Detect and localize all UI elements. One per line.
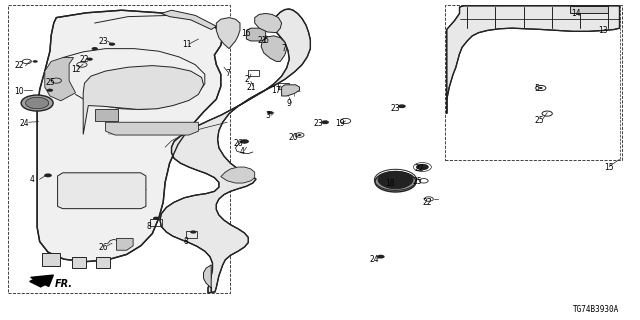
Text: 21: 21 bbox=[258, 36, 267, 45]
Text: 8: 8 bbox=[183, 237, 188, 246]
Text: 13: 13 bbox=[598, 26, 608, 35]
Bar bbox=[248, 70, 259, 76]
Polygon shape bbox=[160, 9, 310, 293]
Text: 4: 4 bbox=[29, 175, 35, 184]
Polygon shape bbox=[221, 167, 255, 183]
Circle shape bbox=[26, 97, 49, 109]
Text: 25: 25 bbox=[412, 177, 422, 186]
Polygon shape bbox=[58, 173, 146, 209]
Circle shape bbox=[375, 172, 416, 192]
Polygon shape bbox=[261, 36, 287, 61]
Circle shape bbox=[47, 89, 53, 92]
Bar bbox=[42, 253, 60, 266]
Text: 25: 25 bbox=[534, 116, 544, 124]
Text: 22: 22 bbox=[80, 55, 89, 64]
Circle shape bbox=[377, 255, 385, 259]
Text: 23: 23 bbox=[314, 119, 324, 128]
Polygon shape bbox=[246, 28, 266, 41]
Text: 22: 22 bbox=[415, 164, 424, 172]
Circle shape bbox=[267, 111, 273, 114]
Text: 20: 20 bbox=[288, 133, 298, 142]
Bar bbox=[150, 219, 162, 226]
Circle shape bbox=[381, 175, 410, 189]
Circle shape bbox=[21, 95, 53, 111]
Text: 22: 22 bbox=[423, 198, 432, 207]
Text: 26: 26 bbox=[99, 243, 109, 252]
Polygon shape bbox=[255, 13, 282, 33]
Polygon shape bbox=[95, 109, 118, 121]
Polygon shape bbox=[30, 275, 53, 287]
Bar bbox=[278, 83, 289, 89]
Text: 4: 4 bbox=[239, 147, 244, 156]
Polygon shape bbox=[204, 265, 211, 292]
Polygon shape bbox=[161, 10, 216, 29]
Text: 8: 8 bbox=[146, 222, 151, 231]
Circle shape bbox=[109, 43, 115, 46]
Circle shape bbox=[190, 230, 196, 234]
Text: 9: 9 bbox=[287, 99, 292, 108]
Circle shape bbox=[539, 87, 543, 89]
Text: 7: 7 bbox=[282, 44, 287, 52]
Circle shape bbox=[321, 120, 329, 124]
Circle shape bbox=[378, 171, 413, 189]
Text: 24: 24 bbox=[369, 255, 380, 264]
Text: 14: 14 bbox=[571, 9, 581, 18]
Text: 21: 21 bbox=[246, 83, 255, 92]
Circle shape bbox=[44, 173, 52, 177]
Text: 3: 3 bbox=[265, 111, 270, 120]
Text: TG74B3930A: TG74B3930A bbox=[573, 305, 620, 314]
Circle shape bbox=[86, 58, 93, 61]
Circle shape bbox=[92, 47, 98, 50]
Text: 2: 2 bbox=[244, 75, 249, 84]
Text: 18: 18 bbox=[386, 179, 395, 188]
Text: 23: 23 bbox=[99, 37, 109, 46]
Text: 12: 12 bbox=[71, 65, 80, 74]
Polygon shape bbox=[83, 66, 204, 134]
Text: 22: 22 bbox=[15, 61, 24, 70]
Polygon shape bbox=[282, 85, 300, 96]
Polygon shape bbox=[447, 6, 620, 114]
Polygon shape bbox=[216, 18, 240, 49]
Bar bbox=[570, 6, 608, 13]
Text: 24: 24 bbox=[19, 119, 29, 128]
Circle shape bbox=[298, 134, 301, 136]
Bar bbox=[72, 257, 86, 268]
Circle shape bbox=[398, 104, 406, 108]
Polygon shape bbox=[116, 238, 133, 250]
Polygon shape bbox=[37, 10, 223, 262]
Text: 5: 5 bbox=[534, 84, 539, 92]
Text: 15: 15 bbox=[604, 163, 614, 172]
Text: 7: 7 bbox=[225, 69, 230, 78]
Text: 23: 23 bbox=[390, 104, 401, 113]
Text: 10: 10 bbox=[14, 87, 24, 96]
Circle shape bbox=[240, 139, 249, 144]
Text: 16: 16 bbox=[241, 29, 252, 38]
Circle shape bbox=[416, 164, 429, 170]
Bar bbox=[96, 257, 110, 268]
Text: FR.: FR. bbox=[54, 278, 72, 289]
Text: 19: 19 bbox=[335, 119, 346, 128]
Bar bbox=[186, 231, 197, 238]
Circle shape bbox=[33, 60, 38, 63]
Text: 17: 17 bbox=[271, 86, 282, 95]
Polygon shape bbox=[106, 122, 198, 135]
Text: 26: 26 bbox=[233, 139, 243, 148]
Circle shape bbox=[270, 40, 278, 44]
Polygon shape bbox=[45, 58, 76, 101]
Text: 25: 25 bbox=[45, 78, 55, 87]
Circle shape bbox=[153, 217, 159, 220]
Text: 6: 6 bbox=[263, 36, 268, 44]
Text: 11: 11 bbox=[182, 40, 191, 49]
